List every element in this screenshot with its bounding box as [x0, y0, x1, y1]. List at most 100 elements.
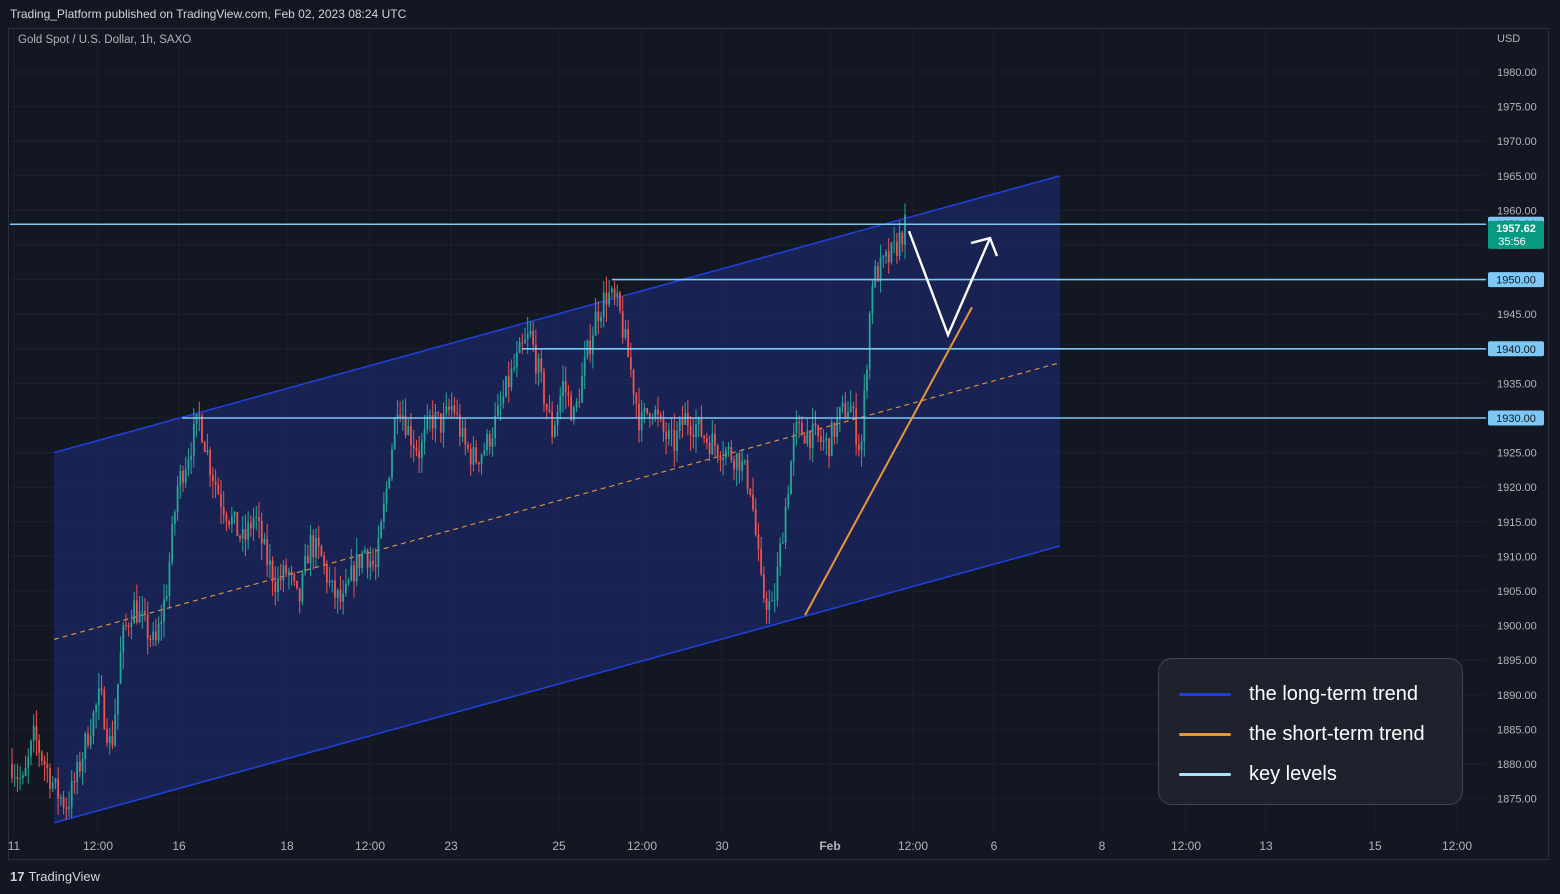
candle	[684, 402, 687, 425]
legend-label: the short-term trend	[1249, 722, 1425, 745]
candle	[895, 232, 898, 264]
candle	[830, 419, 833, 457]
candle	[154, 618, 157, 647]
candle-body	[727, 447, 730, 450]
time-tick-label: 11	[8, 839, 21, 853]
candle	[852, 401, 855, 419]
candle	[78, 751, 81, 778]
candle-body	[325, 564, 328, 583]
candle-body	[130, 623, 133, 627]
candle	[486, 429, 488, 456]
candle-body	[92, 712, 95, 737]
candle	[608, 279, 611, 308]
candle	[678, 415, 681, 440]
candle	[336, 588, 339, 614]
candle	[458, 403, 461, 447]
candle-body	[380, 521, 383, 538]
candle-body	[828, 438, 830, 457]
candle	[855, 392, 858, 456]
candle-body	[526, 333, 529, 340]
price-tick-label: 1875.00	[1497, 794, 1537, 806]
candle	[616, 284, 619, 307]
candle-body	[488, 433, 491, 447]
candle	[317, 525, 320, 559]
legend-swatch-long-term	[1179, 692, 1231, 696]
candle-body	[293, 573, 296, 581]
candle-body	[784, 506, 787, 543]
candle	[11, 748, 13, 783]
candle-body	[860, 441, 863, 451]
time-tick-label: 6	[991, 839, 998, 853]
candle	[157, 616, 160, 644]
candle-body	[857, 444, 860, 451]
candle	[401, 399, 404, 431]
time-tick-label: 16	[172, 839, 186, 853]
candle	[537, 353, 540, 387]
candle	[610, 285, 613, 299]
price-tick-label: 1910.00	[1497, 551, 1537, 563]
candle-body	[393, 419, 396, 450]
candle	[111, 720, 114, 750]
candle-body	[27, 756, 30, 768]
candle-body	[562, 381, 564, 397]
candle-body	[456, 412, 459, 415]
brand-name[interactable]: TradingView	[28, 869, 101, 884]
candle	[703, 434, 706, 444]
candle	[293, 571, 296, 587]
candle-body	[619, 292, 621, 312]
candle	[396, 400, 399, 435]
candle-body	[426, 416, 429, 430]
chart-frame	[8, 28, 1549, 860]
candle-body	[529, 331, 532, 334]
candle-body	[494, 415, 497, 439]
candle-body	[198, 414, 201, 416]
candle-body	[735, 453, 738, 470]
legend-item-long-term: the long-term trend	[1179, 682, 1418, 706]
candle	[885, 249, 887, 264]
candle	[654, 405, 657, 422]
key-level-tag: 1950.00	[1488, 272, 1544, 288]
candle-body	[548, 409, 551, 412]
time-tick-label: 12:00	[83, 839, 113, 853]
candle-body	[849, 406, 852, 413]
candle	[602, 281, 605, 328]
candle-body	[268, 560, 271, 565]
candle-body	[583, 356, 586, 376]
candle	[676, 421, 678, 463]
candle-body	[697, 417, 700, 425]
candle-body	[163, 599, 165, 622]
candle	[13, 764, 16, 788]
candle-body	[84, 733, 87, 759]
candle	[795, 410, 798, 446]
candle	[757, 522, 760, 562]
candle-body	[543, 371, 545, 405]
candle-body	[125, 625, 127, 627]
candle-body	[866, 369, 868, 391]
candle-body	[524, 339, 526, 344]
candle	[214, 469, 217, 499]
candle	[800, 416, 803, 436]
candle-body	[366, 550, 369, 568]
key-level-tag-text: 1940.00	[1496, 344, 1536, 356]
candle-body	[781, 542, 784, 544]
candle	[187, 448, 190, 477]
candle	[301, 569, 304, 606]
candle	[32, 714, 35, 753]
projection-arrowhead-icon	[970, 236, 999, 257]
candle-body	[703, 436, 706, 439]
candle	[353, 561, 355, 598]
candle-body	[65, 807, 68, 810]
candle-body	[399, 414, 402, 418]
candle	[456, 399, 459, 420]
tradingview-logo-icon[interactable]: 17	[10, 869, 25, 884]
candle-body	[179, 470, 182, 486]
channel-midline	[53, 362, 1061, 640]
candle	[54, 777, 57, 790]
candle-body	[184, 469, 187, 483]
symbol-title[interactable]: Gold Spot / U.S. Dollar, 1h, SAXO	[18, 34, 192, 46]
candle-body	[559, 396, 562, 412]
candle	[133, 591, 136, 624]
candle	[369, 546, 372, 580]
candle-body	[876, 266, 879, 282]
